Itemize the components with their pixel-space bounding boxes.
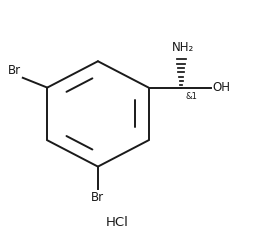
Text: &1: &1 xyxy=(185,92,197,101)
Text: NH₂: NH₂ xyxy=(171,41,194,54)
Text: HCl: HCl xyxy=(106,216,128,230)
Text: Br: Br xyxy=(8,63,21,76)
Text: OH: OH xyxy=(212,81,230,94)
Text: Br: Br xyxy=(91,191,104,204)
